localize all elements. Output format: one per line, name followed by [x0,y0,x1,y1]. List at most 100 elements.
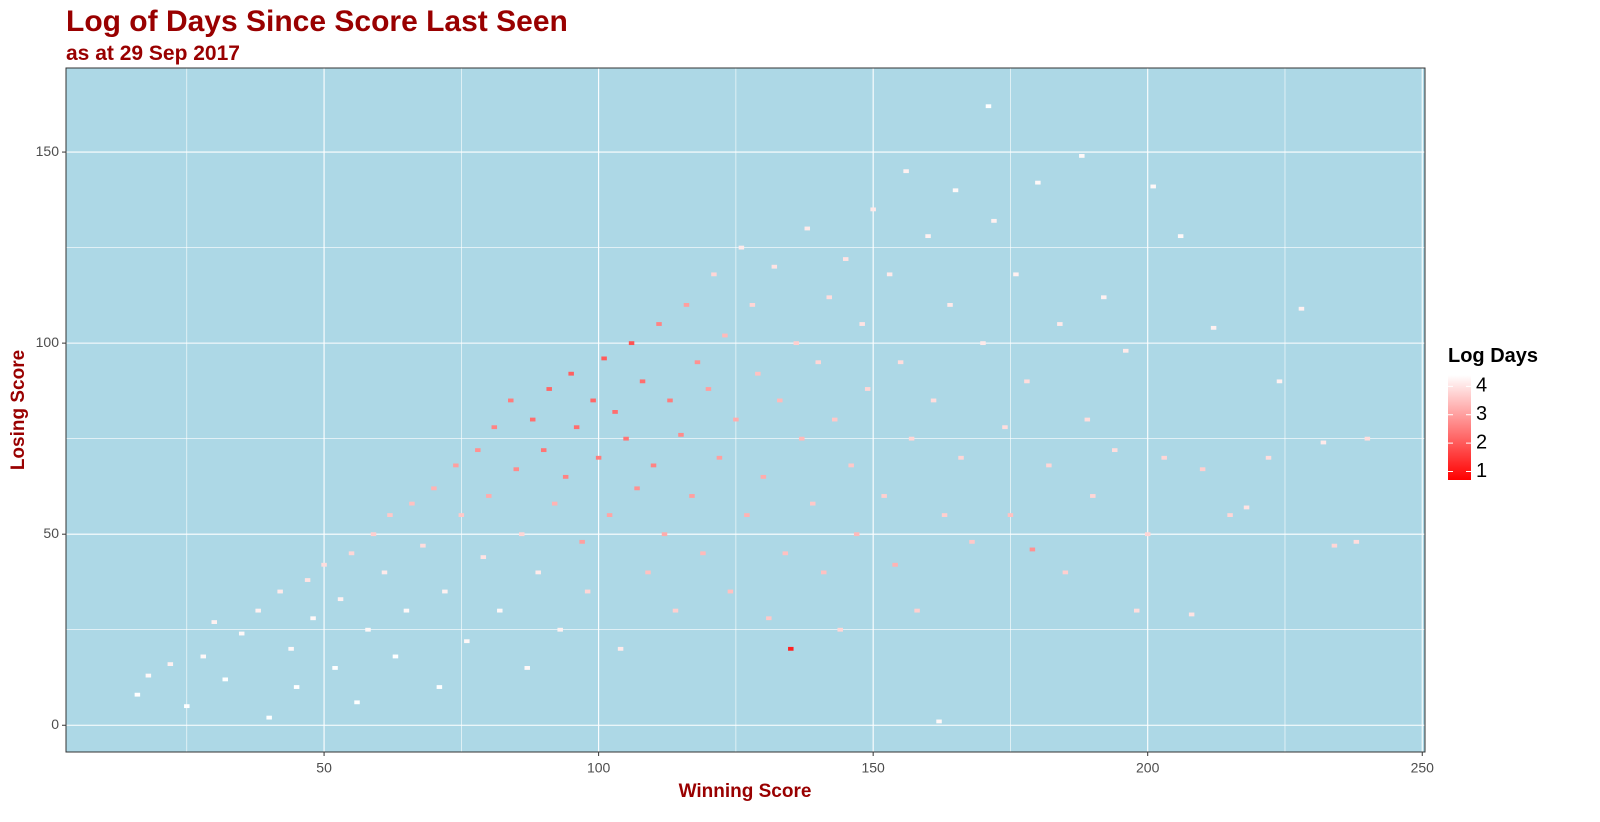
legend-tick-label: 4 [1476,375,1487,397]
tile [683,303,690,307]
tile [293,685,300,689]
tile [255,608,261,613]
legend-tick-label: 2 [1476,431,1487,453]
tile [1084,417,1091,422]
tile [733,417,739,422]
tile [1276,379,1283,384]
tile [826,295,832,300]
tile [381,570,388,575]
tile [540,448,547,453]
tile [1353,539,1360,544]
tile [167,662,174,667]
tile [1046,463,1052,468]
tile [678,432,684,437]
tile [1079,153,1085,158]
tile [1024,379,1030,384]
tile [1123,348,1129,353]
tile [453,463,459,468]
tile [332,666,338,670]
tile [184,704,190,709]
tile [337,597,344,602]
tile [1112,448,1118,453]
tile [831,417,838,422]
tile [491,425,498,430]
tile [842,257,849,261]
tile [524,666,530,670]
tile [304,578,311,582]
tile [623,436,629,441]
tile [573,425,580,430]
tile [200,654,207,659]
tile [782,551,789,556]
tile [513,467,519,472]
tile [562,474,569,479]
y-tick-label: 150 [36,143,60,159]
tile [288,646,294,651]
tile [475,448,481,453]
tile [321,562,327,567]
tile [722,333,728,338]
tile [348,551,355,556]
tile [134,692,141,697]
tile [409,501,415,506]
tile [584,589,591,594]
tile [568,371,574,376]
tile [497,608,503,613]
tile [601,356,607,361]
tile [711,272,717,277]
tile [1057,322,1063,326]
tile [771,264,778,269]
legend-tick-label: 1 [1476,460,1487,482]
tile [914,608,920,613]
tile [480,555,487,560]
tile [387,513,393,517]
x-tick-label: 200 [1136,760,1160,776]
tile [1150,184,1156,189]
tile [535,570,541,575]
tile [354,700,360,705]
y-axis-title: Losing Score [8,350,29,470]
tile [222,677,228,682]
tile [1331,543,1338,548]
tile [1144,532,1151,537]
tile [519,532,525,537]
tile [755,371,761,376]
tile [442,589,448,594]
color-bar [1448,375,1471,480]
tile [705,387,712,391]
legend-tick-label: 3 [1476,403,1487,425]
tile [1265,455,1272,460]
tile [777,398,783,403]
tile [859,322,865,326]
tile [458,513,465,517]
tile [606,513,613,517]
tile [420,543,426,548]
tile [821,570,827,575]
tile [1210,325,1217,330]
tile [760,474,767,479]
tile [628,341,635,346]
tile [985,104,992,109]
x-tick-label: 250 [1411,760,1435,776]
plot-border [65,67,1426,753]
tile [612,410,618,414]
y-tick-label: 50 [43,525,59,541]
tile [1133,608,1140,613]
tile [529,417,536,422]
tile [579,539,585,544]
y-tick-label: 0 [51,716,59,732]
tile [930,398,937,403]
tile [892,562,898,567]
tile [689,494,695,498]
tile [886,272,893,277]
tile [1161,455,1167,460]
tile [837,627,843,632]
tile [650,463,657,468]
tile [661,532,668,537]
tile [853,532,860,537]
tile [788,646,794,651]
tile [738,245,745,250]
tile [804,226,811,231]
tile [716,455,723,460]
tile [1013,272,1019,277]
